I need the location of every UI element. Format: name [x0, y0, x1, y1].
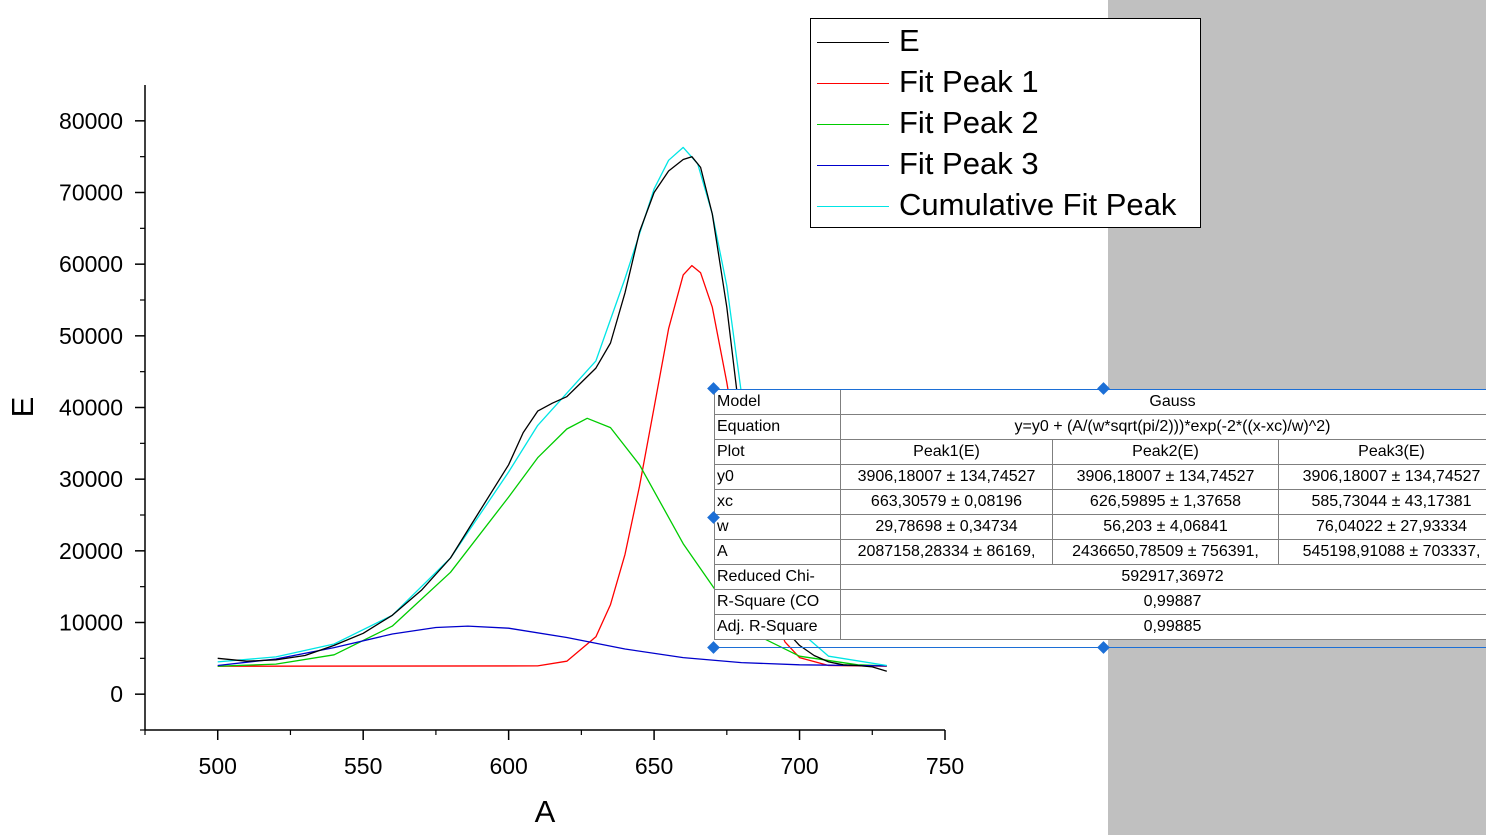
y-tick-label: 30000: [59, 466, 123, 492]
y-tick-label: 0: [110, 681, 123, 707]
legend-entry[interactable]: Fit Peak 1: [811, 62, 1200, 102]
x-tick-label: 600: [489, 753, 527, 779]
legend-entry[interactable]: E: [811, 21, 1200, 61]
legend-entry[interactable]: Cumulative Fit Peak: [811, 185, 1200, 225]
series-line-fit-peak-3: [217, 625, 887, 667]
y-tick-label: 70000: [59, 180, 123, 206]
x-tick-label: 650: [635, 753, 673, 779]
fit-table-cell: 3906,18007 ± 134,74527: [840, 464, 1053, 490]
fit-results-table[interactable]: Model Gauss Equation y=y0 + (A/(w*sqrt(pi/2…: [714, 389, 1486, 640]
legend-label: Fit Peak 1: [899, 64, 1039, 99]
fit-table-cell: 3906,18007 ± 134,74527: [1277, 464, 1486, 490]
y-tick-label: 20000: [59, 538, 123, 564]
x-tick-label: 500: [199, 753, 237, 779]
legend-entry[interactable]: Fit Peak 3: [811, 144, 1200, 184]
fit-table-row: A 2087158,28334 ± 86169, 2436650,78509 ± 7…: [714, 539, 1486, 565]
fit-table-cell: 2436650,78509 ± 756391,: [1052, 539, 1279, 565]
fit-table-cell: Peak3(E): [1277, 439, 1486, 465]
fit-table-row-label: Plot: [714, 439, 841, 465]
legend-label: Fit Peak 3: [899, 146, 1039, 181]
x-tick-label: 550: [344, 753, 382, 779]
legend-swatch-line: [817, 124, 889, 125]
fit-table-cell: 3906,18007 ± 134,74527: [1052, 464, 1279, 490]
fit-table-row-label: Equation: [714, 414, 841, 440]
x-tick-label: 700: [780, 753, 818, 779]
y-tick-label: 50000: [59, 323, 123, 349]
fit-table-row: R-Square (CO 0,99887: [714, 589, 1486, 615]
fit-table-cell: 76,04022 ± 27,93334: [1277, 514, 1486, 540]
fit-table-row: Model Gauss: [714, 389, 1486, 415]
legend-label: E: [899, 23, 920, 58]
fit-table-row: Plot Peak1(E) Peak2(E) Peak3(E): [714, 439, 1486, 465]
legend-swatch-line: [817, 83, 889, 84]
fit-table-row-label: xc: [714, 489, 841, 515]
chart-ticks-layer: 500 550 600 650 700 750 0 10000 20000 30000 40000 5…: [59, 108, 964, 779]
fit-table-cell: 626,59895 ± 1,37658: [1052, 489, 1279, 515]
fit-table-cell: y=y0 + (A/(w*sqrt(pi/2)))*exp(-2*((x-xc)…: [839, 414, 1486, 440]
legend-swatch-line: [817, 165, 889, 166]
legend-entry[interactable]: Fit Peak 2: [811, 103, 1200, 143]
fit-table-cell: 545198,91088 ± 703337,: [1277, 539, 1486, 565]
fit-table-row: Equation y=y0 + (A/(w*sqrt(pi/2)))*exp(-2…: [714, 414, 1486, 440]
legend-swatch-line: [817, 206, 889, 207]
legend-label: Cumulative Fit Peak: [899, 187, 1177, 222]
y-tick-label: 60000: [59, 251, 123, 277]
fit-table-row-label: R-Square (CO: [714, 589, 841, 615]
legend-label: Fit Peak 2: [899, 105, 1039, 140]
fit-table-cell: Gauss: [839, 389, 1486, 415]
y-tick-label: 80000: [59, 108, 123, 134]
y-tick-label: 40000: [59, 395, 123, 421]
fit-table-cell: 0,99885: [839, 614, 1486, 640]
fit-table-cell: Peak1(E): [840, 439, 1053, 465]
fit-table-cell: 56,203 ± 4,06841: [1052, 514, 1279, 540]
y-axis-label: E: [5, 397, 40, 418]
fit-table-row: w 29,78698 ± 0,34734 56,203 ± 4,06841 76,04…: [714, 514, 1486, 540]
fit-table-cell: Peak2(E): [1052, 439, 1279, 465]
fit-table-cell: 663,30579 ± 0,08196: [840, 489, 1053, 515]
fit-table-row: y0 3906,18007 ± 134,74527 3906,18007 ± 134…: [714, 464, 1486, 490]
x-axis-label: A: [535, 794, 556, 829]
fit-table-cell: 585,73044 ± 43,17381: [1277, 489, 1486, 515]
fit-table-row-label: y0: [714, 464, 841, 490]
fit-table-cell: 29,78698 ± 0,34734: [840, 514, 1053, 540]
fit-table-row: xc 663,30579 ± 0,08196 626,59895 ± 1,37658…: [714, 489, 1486, 515]
fit-table-row-label: w: [714, 514, 841, 540]
y-tick-label: 10000: [59, 610, 123, 636]
series-line-e: [217, 156, 887, 672]
fit-table-cell: 592917,36972: [839, 564, 1486, 590]
chart-legend[interactable]: E Fit Peak 1 Fit Peak 2 Fit Peak 3 Cumulativ…: [810, 18, 1201, 228]
fit-table-row-label: A: [714, 539, 841, 565]
fit-table-row-label: Reduced Chi-: [714, 564, 841, 590]
legend-swatch-line: [817, 42, 889, 43]
fit-table-row-label: Adj. R-Square: [714, 614, 841, 640]
x-tick-label: 750: [926, 753, 964, 779]
fit-table-row-label: Model: [714, 389, 841, 415]
fit-table-row: Reduced Chi- 592917,36972: [714, 564, 1486, 590]
fit-table-cell: 0,99887: [839, 589, 1486, 615]
fit-results-table-panel[interactable]: Model Gauss Equation y=y0 + (A/(w*sqrt(pi/2…: [714, 389, 1486, 647]
fit-table-row: Adj. R-Square 0,99885: [714, 614, 1486, 640]
fit-table-cell: 2087158,28334 ± 86169,: [840, 539, 1053, 565]
